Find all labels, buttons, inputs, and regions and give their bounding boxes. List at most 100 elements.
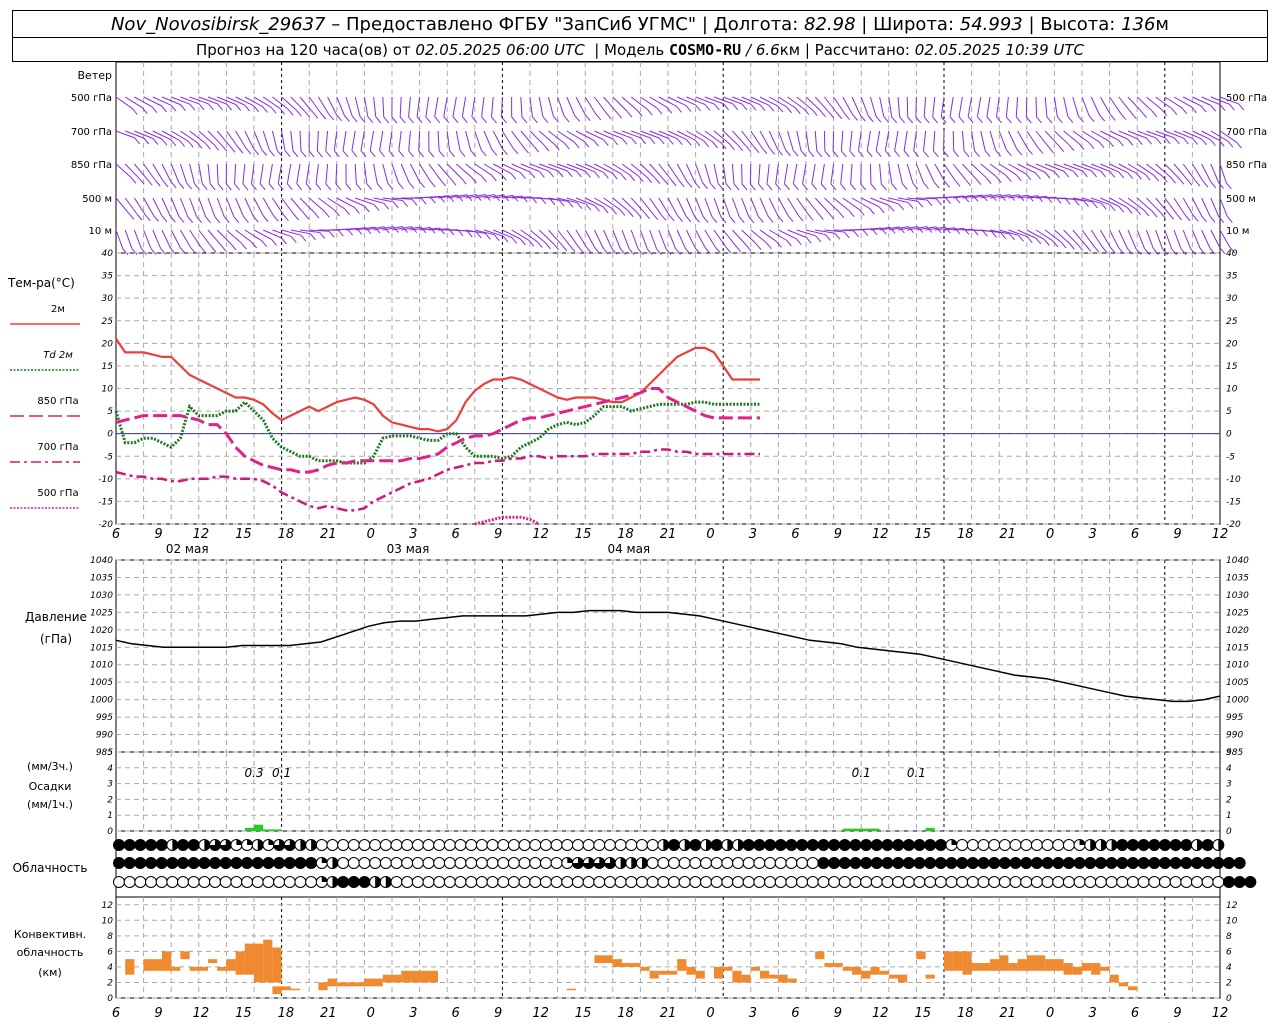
wind-barb-feather — [901, 183, 908, 190]
cloud-icon-clear — [635, 839, 648, 851]
wind-barb — [888, 197, 909, 204]
wind-barb — [308, 96, 322, 114]
cloud-icon-overcast — [134, 857, 147, 869]
hour-label: 18 — [278, 527, 295, 542]
conv-bar — [263, 939, 273, 983]
wind-barb-feather — [636, 211, 642, 219]
wind-barb-feather — [502, 148, 508, 156]
wind-barb — [943, 227, 964, 231]
wind-barb-feather — [748, 216, 755, 223]
wind-barb — [768, 197, 779, 217]
cloud-icon-overcast — [230, 857, 243, 869]
precip-tick-right: 0 — [1226, 827, 1232, 837]
cloud-icon-three-quarter — [273, 839, 285, 851]
cloud-icon-overcast — [123, 857, 136, 869]
wind-barb — [133, 197, 146, 216]
conv-bar — [944, 951, 954, 971]
cloud-icon-clear — [326, 839, 339, 851]
wind-barb — [989, 229, 1010, 235]
wind-barb-feather — [1136, 138, 1143, 145]
temp-tick-left: 10 — [102, 385, 114, 395]
wind-barb-feather — [528, 239, 535, 247]
wind-barb — [437, 163, 452, 180]
cloud-icon-overcast — [892, 857, 905, 869]
wind-barb-feather — [704, 104, 711, 111]
conv-bar — [382, 974, 402, 983]
precip-tick-right: 5 — [1226, 748, 1232, 758]
cloud-icon-clear — [1148, 876, 1161, 888]
wind-barb — [1219, 197, 1228, 217]
wind-barb — [713, 163, 719, 184]
wind-barb-feather — [170, 139, 177, 146]
wind-barb — [198, 163, 203, 184]
wind-barb — [879, 96, 885, 117]
wind-barb-feather — [543, 144, 550, 152]
conv-bar — [1100, 966, 1110, 971]
temp-tick-right: 5 — [1226, 407, 1232, 417]
cloud-icon-overcast — [1009, 857, 1022, 869]
wind-level-right: 850 гПа — [1226, 160, 1267, 171]
cloud-icon-clear — [1180, 876, 1193, 888]
wind-barb — [667, 130, 687, 140]
wind-level-right: 700 гПа — [1226, 127, 1267, 138]
wind-barb — [594, 130, 613, 140]
wind-barb — [1026, 195, 1047, 199]
wind-barb-feather — [777, 148, 783, 156]
cloud-icon-overcast — [219, 857, 232, 869]
wind-barb — [639, 229, 648, 249]
cloud-icon-clear — [657, 857, 670, 869]
wind-barb — [796, 229, 817, 237]
wind-barb — [758, 163, 761, 184]
wind-barb-feather — [769, 148, 776, 155]
cloud-icon-clear — [710, 876, 723, 888]
cloud-icon-clear — [177, 876, 190, 888]
wind-barb-feather — [1082, 170, 1088, 178]
wind-barb-feather — [553, 143, 560, 151]
wind-barb-feather — [867, 115, 874, 123]
wind-barb — [1164, 163, 1180, 179]
wind-barb-feather — [170, 181, 177, 189]
wind-barb-feather — [189, 103, 196, 111]
temp-tick-left: -10 — [98, 475, 113, 485]
wind-barb-feather — [858, 150, 864, 158]
wind-barb — [511, 229, 530, 241]
wind-barb-feather — [557, 170, 564, 178]
wind-barb — [1127, 130, 1147, 139]
conv-bar — [760, 970, 770, 979]
wind-barb-feather — [840, 150, 847, 158]
wind-barb — [842, 96, 853, 115]
wind-barb-feather — [995, 176, 1002, 183]
wind-barb — [143, 130, 163, 140]
cloud-icon-overcast — [1137, 857, 1150, 869]
cloud-icon-clear — [379, 839, 392, 851]
hour-label: 0 — [706, 527, 714, 542]
cloud-icon-overcast — [838, 857, 851, 869]
wind-barb — [832, 130, 835, 152]
cloud-icon-clear — [1094, 876, 1107, 888]
wind-barb — [731, 163, 735, 184]
wind-barb — [263, 229, 282, 239]
wind-barb-feather — [830, 183, 837, 191]
wind-barb — [1008, 194, 1029, 199]
cloud-icon-clear — [1158, 876, 1171, 888]
hour-label: 3 — [1088, 527, 1096, 542]
wind-barb — [262, 197, 274, 216]
conv-bar — [879, 970, 889, 975]
wind-barb — [335, 163, 338, 185]
cloud-icon-quarter — [321, 857, 328, 863]
wind-barb-feather — [226, 103, 233, 111]
wind-barb-feather — [603, 171, 609, 179]
wind-barb-feather — [131, 108, 138, 115]
wind-barb — [1026, 163, 1046, 173]
wind-barb — [1005, 96, 1009, 117]
wind-barb-feather — [210, 245, 217, 253]
wind-barb — [722, 197, 731, 217]
wind-barb-feather — [1144, 248, 1150, 255]
wind-barb — [345, 96, 353, 117]
wind-barb-feather — [1143, 209, 1150, 217]
wind-barb — [493, 229, 512, 238]
wind-barb — [850, 163, 853, 184]
wind-barb-feather — [502, 235, 509, 243]
precip-annotation: 0.3 — [244, 766, 263, 780]
wind-barb-feather — [820, 110, 826, 118]
